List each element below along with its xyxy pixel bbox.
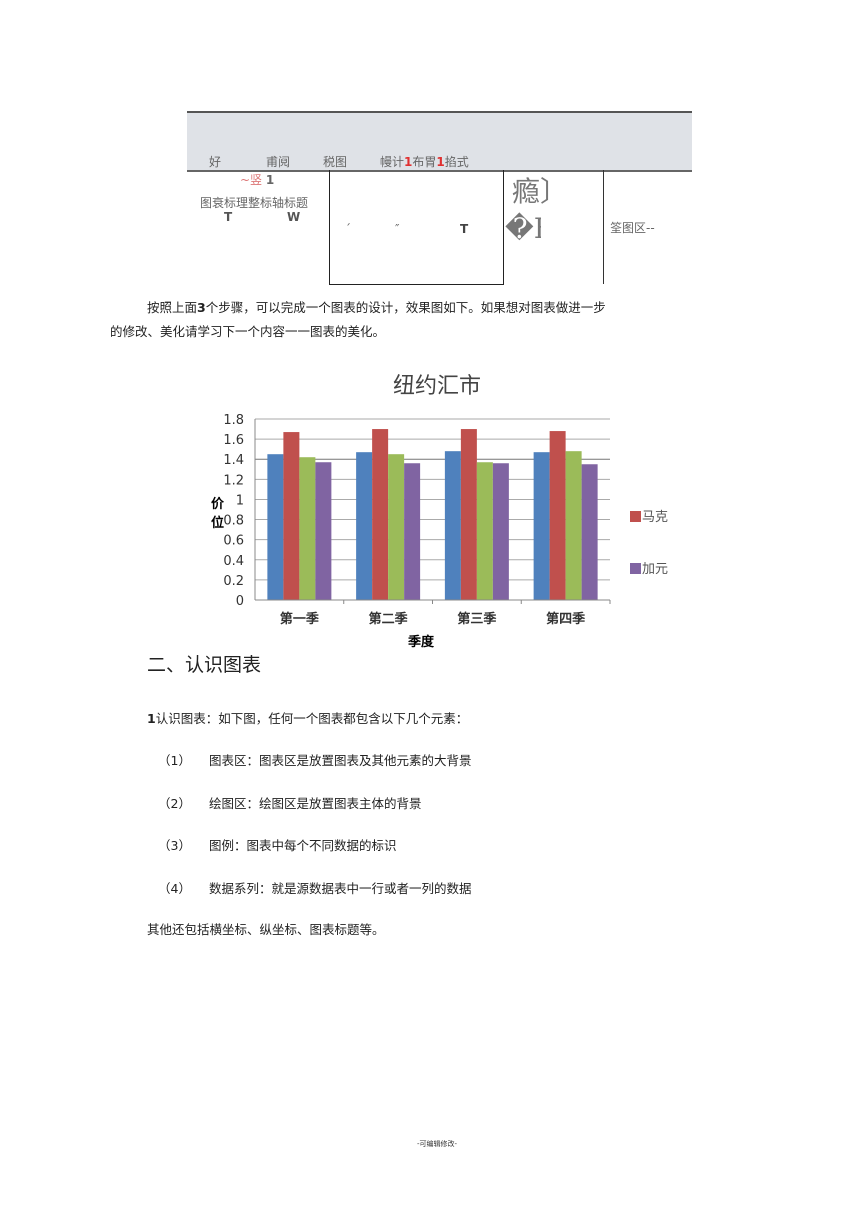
bar	[565, 451, 582, 600]
section-title: 二、认识图表	[147, 654, 262, 676]
list-item: 图表区：图表区是放置图表及其他元素的大背景	[209, 753, 472, 768]
intro-text: 1认识图表：如下图，任何一个图表都包含以下几个元素：	[147, 708, 468, 727]
x-axis-label: 季度	[407, 634, 435, 650]
y-tick-label: 0.4	[223, 554, 244, 569]
ribbon-tab: 幔计1布胃1掐式	[380, 153, 469, 170]
footer: -可编辑修改-	[417, 1140, 458, 1148]
y-axis-label-char: 价	[211, 497, 225, 512]
list-item: 数据系列：就是源数据表中一行或者一列的数据	[209, 880, 472, 896]
ribbon-tab: 甫阋	[266, 155, 291, 169]
ribbon-box	[329, 170, 504, 285]
bar	[267, 454, 284, 600]
y-tick-label: 1	[236, 493, 244, 508]
ribbon-big-glyph: 瘾〕	[512, 175, 569, 208]
list-item: 绘图区：绘图区是放置图表主体的背景	[209, 795, 422, 811]
x-tick-label: 第二季	[369, 611, 408, 627]
ribbon-mark: ″	[395, 222, 400, 236]
text: 认识图表：如下图，任何一个图表都包含以下几个元素：	[155, 711, 469, 726]
legend-swatch	[630, 563, 641, 574]
closing-text: 其他还包括横坐标、纵坐标、图表标题等。	[147, 922, 385, 937]
y-tick-label: 0.2	[223, 574, 244, 589]
ribbon-letter: W	[287, 210, 301, 224]
legend-label: 马克	[642, 510, 668, 525]
list-item-num: （4）	[158, 880, 191, 896]
y-axis-label-char: 位	[211, 515, 224, 531]
list-item: 图例：图表中每个不同数据的标识	[209, 838, 397, 853]
y-tick-label: 0.8	[223, 514, 244, 529]
y-tick-label: 1.6	[223, 433, 244, 448]
bar	[533, 452, 550, 600]
bar	[283, 432, 300, 600]
list-item-num: （3）	[158, 838, 191, 853]
tab-num: 1	[436, 155, 445, 169]
legend-label: 加元	[642, 562, 668, 577]
x-tick-label: 第一季	[280, 611, 319, 627]
y-tick-label: 1.4	[223, 453, 244, 468]
ribbon-letter: T	[224, 210, 233, 224]
bar	[404, 463, 421, 600]
ribbon-big-glyph: �França	[505, 212, 541, 245]
divider	[603, 170, 604, 284]
y-tick-label: 0	[236, 594, 244, 609]
bar	[299, 457, 316, 600]
y-tick-label: 1.8	[223, 413, 244, 428]
ribbon-tab: 税图	[323, 155, 348, 169]
ribbon-label: 筌图区--	[610, 221, 655, 235]
bar	[492, 463, 509, 600]
list-item-num: （2）	[158, 795, 191, 811]
ribbon-tab: 好	[209, 155, 222, 169]
bar	[388, 454, 405, 600]
paragraph: 的修改、美化请学习下一个内容一一图表的美化。	[110, 324, 386, 339]
intro-num: 1	[147, 711, 156, 726]
chart-title: 纽约汇市	[393, 374, 481, 399]
bar	[372, 429, 389, 600]
list-item-num: （1）	[158, 753, 191, 768]
ribbon-mark: ~竖	[240, 173, 263, 187]
bar	[356, 452, 373, 600]
ribbon-letter: T	[460, 222, 469, 236]
bar	[460, 429, 477, 600]
bar	[476, 462, 493, 600]
ribbon-mark-num: 1	[265, 173, 275, 187]
bar	[549, 431, 566, 600]
bar	[315, 462, 332, 600]
tab-text: 掐式	[444, 155, 469, 169]
paragraph: 按照上面3个步骤，可以完成一个图表的设计，效果图如下。如果想对图表做进一步	[147, 297, 606, 316]
text: 个步骤，可以完成一个图表的设计，效果图如下。如果想对图表做进一步	[205, 300, 606, 315]
chart: 纽约汇市 0 0.2 0.4 0.6 0.8 1 1.2 1.4 1.6 1.8 第一季 第二季 第三季…	[211, 374, 668, 650]
ribbon-screenshot	[187, 111, 692, 172]
x-tick-label: 第四季	[546, 611, 585, 627]
bar	[444, 451, 461, 600]
tab-text: 幔计	[380, 155, 405, 169]
text-num: 3	[197, 300, 206, 315]
y-tick-label: 0.6	[223, 534, 244, 549]
tab-text: 布胃	[412, 155, 437, 169]
ribbon-group-label: 图衰标理整标轴标题	[200, 196, 309, 210]
text: 按照上面	[147, 300, 198, 315]
x-tick-label: 第三季	[457, 611, 496, 627]
tab-num: 1	[404, 155, 413, 169]
ribbon-mark: ´	[345, 222, 351, 236]
y-tick-label: 1.2	[223, 473, 244, 488]
y-axis-label: 价位	[211, 497, 225, 531]
legend-swatch	[630, 511, 641, 522]
bar	[581, 464, 598, 600]
